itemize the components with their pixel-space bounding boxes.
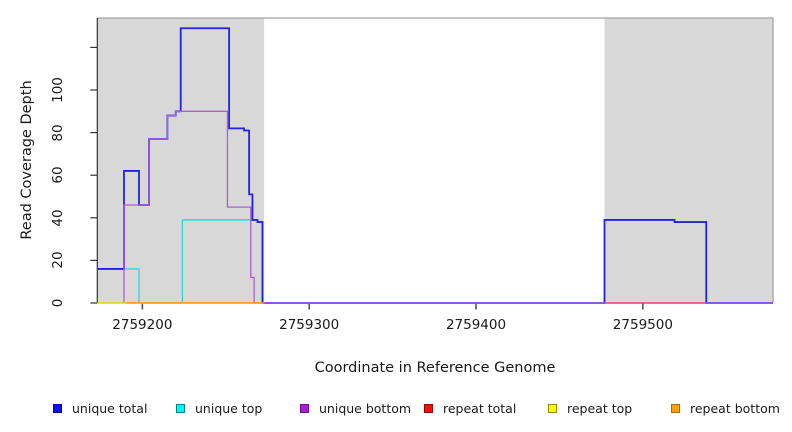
legend-label: unique bottom: [319, 400, 412, 416]
y-tick-label: 0: [50, 298, 66, 308]
legend-item-repeat-total: repeat total: [424, 399, 516, 417]
x-tick-label: 2759500: [612, 317, 673, 333]
legend: unique total unique top unique bottom repea…: [0, 399, 792, 419]
legend-label: unique top: [195, 400, 263, 416]
series-unique-bottom: [97, 110, 773, 304]
legend-item-unique-total: unique total: [53, 399, 147, 417]
legend-swatch-icon: [176, 403, 185, 413]
legend-item-repeat-bottom: repeat bottom: [671, 399, 780, 417]
legend-swatch-icon: [53, 403, 62, 413]
legend-item-unique-top: unique top: [176, 399, 262, 417]
y-tick-label: 40: [50, 209, 66, 227]
y-tick-label: 60: [50, 166, 66, 184]
plot-frame: [97, 17, 774, 303]
legend-label: unique total: [72, 400, 148, 416]
x-tick-label: 2759400: [445, 317, 507, 333]
legend-item-repeat-top: repeat top: [548, 399, 632, 417]
legend-swatch-icon: [300, 403, 309, 413]
legend-item-unique-bottom: unique bottom: [300, 399, 411, 417]
repeat-region-right: [604, 18, 773, 303]
y-tick-label: 80: [50, 124, 66, 142]
legend-swatch-icon: [424, 403, 433, 413]
legend-label: repeat bottom: [690, 400, 780, 416]
legend-label: repeat top: [567, 400, 633, 416]
legend-swatch-icon: [671, 403, 680, 413]
legend-label: repeat total: [443, 400, 517, 416]
x-tick-label: 2759200: [112, 317, 173, 333]
y-tick-label: 100: [50, 77, 66, 103]
legend-swatch-icon: [548, 403, 557, 413]
y-tick-label: 20: [50, 251, 66, 269]
x-axis-title: Coordinate in Reference Genome: [314, 360, 556, 376]
x-tick-label: 2759300: [279, 317, 340, 333]
y-axis-title: Read Coverage Depth: [19, 80, 35, 240]
